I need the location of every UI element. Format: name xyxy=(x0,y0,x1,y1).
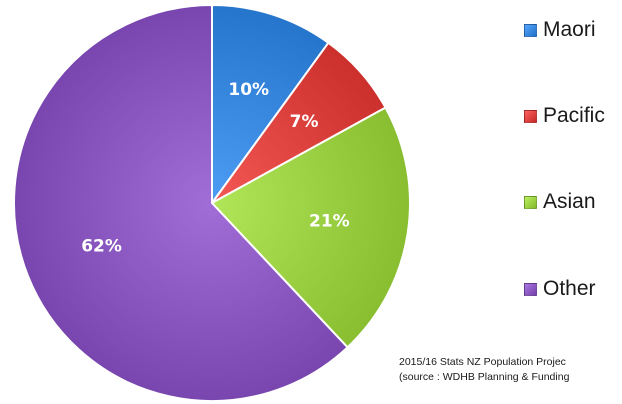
data-label-other: 62% xyxy=(81,237,122,257)
legend-item-maori: Maori xyxy=(524,15,596,45)
data-label-pacific: 7% xyxy=(290,112,319,132)
pie-slice-other xyxy=(13,3,349,402)
legend-item-asian: Asian xyxy=(524,187,596,217)
legend-label-maori: Maori xyxy=(543,18,596,41)
pie-slice-maori xyxy=(211,3,330,207)
data-label-asian: 21% xyxy=(309,212,350,232)
legend-swatch-other xyxy=(524,282,537,296)
legend-item-pacific: Pacific xyxy=(524,101,605,131)
legend-swatch-pacific xyxy=(524,109,537,123)
source-note-line-2: (source : WDHB Planning & Funding xyxy=(399,371,570,383)
legend-label-other: Other xyxy=(543,277,596,300)
pie-slice-asian xyxy=(210,106,411,349)
legend-swatch-asian xyxy=(524,195,537,209)
legend: Maori Pacific Asian Other xyxy=(524,0,622,320)
source-note: 2015/16 Stats NZ Population Projec (sour… xyxy=(399,355,622,385)
legend-swatch-maori xyxy=(524,23,537,37)
source-note-line-1: 2015/16 Stats NZ Population Projec xyxy=(399,356,566,368)
legend-label-pacific: Pacific xyxy=(543,104,605,127)
legend-label-asian: Asian xyxy=(543,190,596,213)
legend-item-other: Other xyxy=(524,274,596,304)
data-label-maori: 10% xyxy=(228,80,269,100)
